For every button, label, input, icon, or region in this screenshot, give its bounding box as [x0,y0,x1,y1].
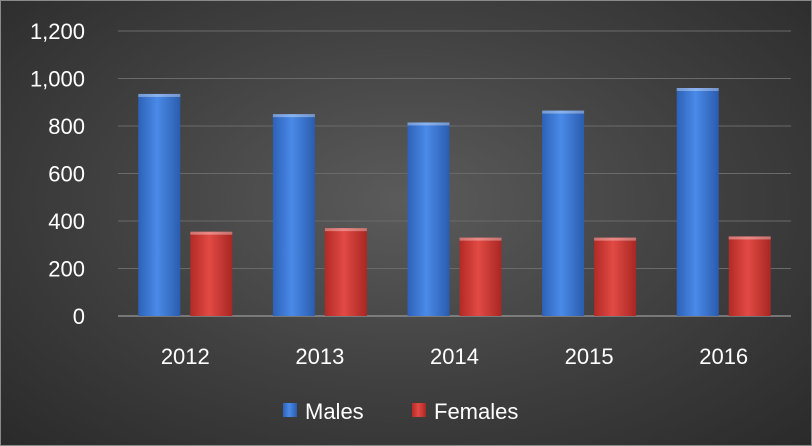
x-tick-label: 2016 [699,344,748,369]
y-axis: 0 200 400 600 800 1,000 1,200 [30,19,85,329]
bar-males-2015 [542,110,585,316]
y-tick-label: 1,000 [30,67,85,92]
legend-label-females: Females [434,399,518,424]
x-tick-label: 2013 [295,344,344,369]
bar-highlight [190,231,233,235]
y-tick-label: 400 [48,209,85,234]
x-tick-label: 2014 [430,344,479,369]
bars [138,88,771,316]
bar-males-2013 [272,114,315,316]
legend-swatch-females [412,403,426,417]
legend-label-males: Males [305,399,364,424]
y-tick-label: 0 [73,304,85,329]
bar-females-2012 [190,231,233,316]
bar-highlight [594,237,637,241]
bar-females-2013 [324,228,367,316]
y-tick-label: 1,200 [30,19,85,44]
x-tick-label: 2012 [161,344,210,369]
bar-highlight [728,236,771,240]
bar-highlight [324,228,367,232]
legend: Males Females [283,399,518,424]
bar-highlight [459,237,502,241]
y-tick-label: 600 [48,162,85,187]
x-axis: 2012 2013 2014 2015 2016 [161,344,748,369]
y-tick-label: 200 [48,257,85,282]
bar-highlight [138,93,181,97]
legend-swatch-males [283,403,297,417]
bar-females-2016 [728,236,771,316]
bar-highlight [676,88,719,91]
bar-highlight [542,110,585,114]
bar-males-2014 [407,122,450,316]
bar-highlight [407,122,450,126]
y-tick-label: 800 [48,114,85,139]
bar-highlight [272,114,315,118]
bar-females-2014 [459,237,502,316]
bar-males-2012 [138,93,181,316]
bar-females-2015 [594,237,637,316]
x-tick-label: 2015 [565,344,614,369]
bar-males-2016 [676,88,719,316]
